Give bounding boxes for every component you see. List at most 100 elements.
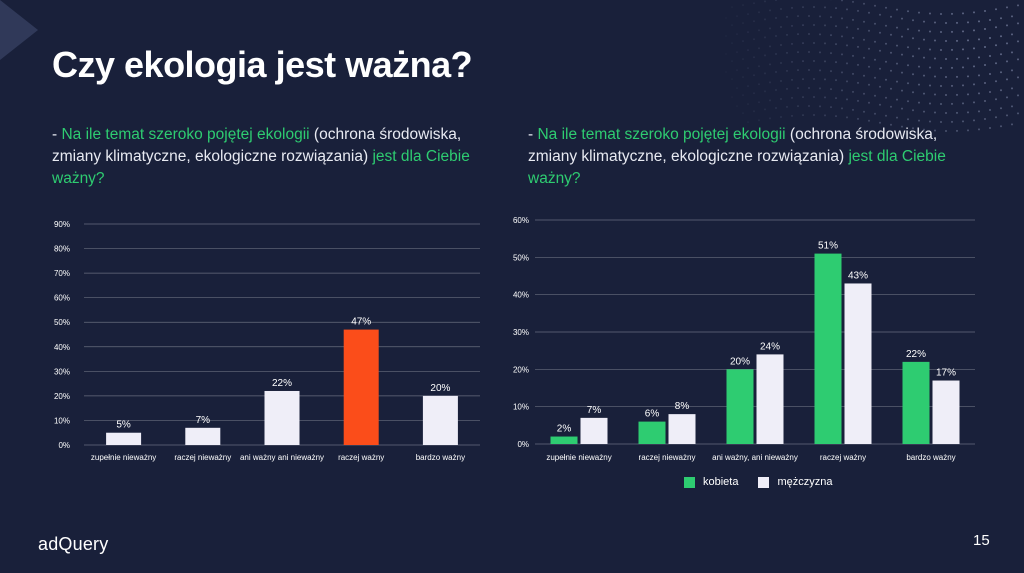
decor-dot [907,28,909,31]
category-label: raczej nieważny [174,453,231,462]
decor-dot [973,65,975,68]
decor-dot [967,39,969,42]
decor-dot [775,70,777,73]
bar [264,390,300,445]
decor-dot [868,11,870,14]
data-label: 47% [351,317,371,328]
decor-dot [896,44,898,47]
decor-dot [1000,71,1002,74]
decor-dot [951,66,953,69]
bar-kobieta [902,361,930,444]
decor-dot [962,48,964,51]
decor-dot [1017,58,1019,61]
decor-dot [923,128,925,131]
decor-dot [973,47,975,50]
decor-dot [879,49,881,52]
y-tick-label: 30% [54,367,70,376]
decor-dot [896,116,898,119]
y-tick-label: 40% [54,343,70,352]
decor-dot [945,39,947,42]
decor-dot [742,4,744,7]
decor-dot [962,84,964,87]
decor-dot [907,118,909,121]
decor-dot [912,109,914,112]
decor-dot [824,24,826,27]
decor-dot [868,47,870,50]
decor-dot [731,24,733,27]
decor-dot [879,13,881,16]
decor-dot [956,75,958,78]
decor-dot [929,120,931,123]
decor-dot [846,98,848,101]
decor-dot [1011,123,1013,126]
decor-dot [912,55,914,58]
data-label: 7% [587,405,602,416]
decor-dot [841,71,843,74]
data-label: 20% [730,356,750,367]
decor-dot [978,128,980,131]
decor-dot [984,117,986,120]
decor-dot [764,72,766,75]
decor-dot [791,6,793,9]
decor-dot [758,29,760,32]
decor-dot [846,80,848,83]
decor-dot [1000,53,1002,56]
decor-dot [780,115,782,118]
category-label: ani ważny, ani nieważny [712,453,798,462]
decor-dot [769,117,771,120]
decor-dot [923,20,925,23]
data-label: 6% [645,409,660,420]
decor-dot [753,2,755,5]
decor-dot [874,4,876,7]
decor-dot [736,33,738,36]
decor-dot [802,96,804,99]
bar-mezczyzna [756,354,784,444]
decor-dot [995,80,997,83]
decor-dot [923,92,925,95]
decor-dot [841,107,843,110]
decor-dot [769,63,771,66]
decor-dot [830,16,832,19]
decor-dot [830,70,832,73]
decor-dot [769,9,771,12]
decor-dot [978,20,980,23]
data-label: 8% [675,401,690,412]
decor-dot [868,119,870,122]
decor-dot [967,93,969,96]
decor-dot [962,30,964,33]
decor-dot [824,60,826,63]
decor-dot [824,6,826,9]
decor-dot [769,99,771,102]
decor-dot [797,69,799,72]
decor-dot [978,92,980,95]
decor-dot [962,66,964,69]
decor-dot [731,60,733,63]
decor-dot [940,84,942,87]
decor-dot [879,67,881,70]
decor-dot [808,87,810,90]
y-tick-label: 30% [513,328,529,337]
decor-dot [775,52,777,55]
decor-dot [1017,112,1019,115]
decor-dot [978,74,980,77]
decor-dot [841,35,843,38]
decor-dot [852,18,854,21]
y-tick-label: 10% [54,416,70,425]
decor-dot [929,30,931,33]
category-label: ani ważny ani nieważny [240,453,324,462]
data-label: 43% [848,270,868,281]
decor-dot [879,103,881,106]
decor-dot [945,93,947,96]
decor-dot [819,33,821,36]
decor-dot [830,52,832,55]
decor-dot [923,56,925,59]
decor-dot [725,71,727,74]
decor-dot [989,108,991,111]
decor-dot [852,36,854,39]
decor-dot [764,108,766,111]
decor-dot [1006,114,1008,117]
decor-dot [830,106,832,109]
bar-kobieta [638,421,666,444]
data-label: 24% [760,341,780,352]
decor-dot [813,24,815,27]
